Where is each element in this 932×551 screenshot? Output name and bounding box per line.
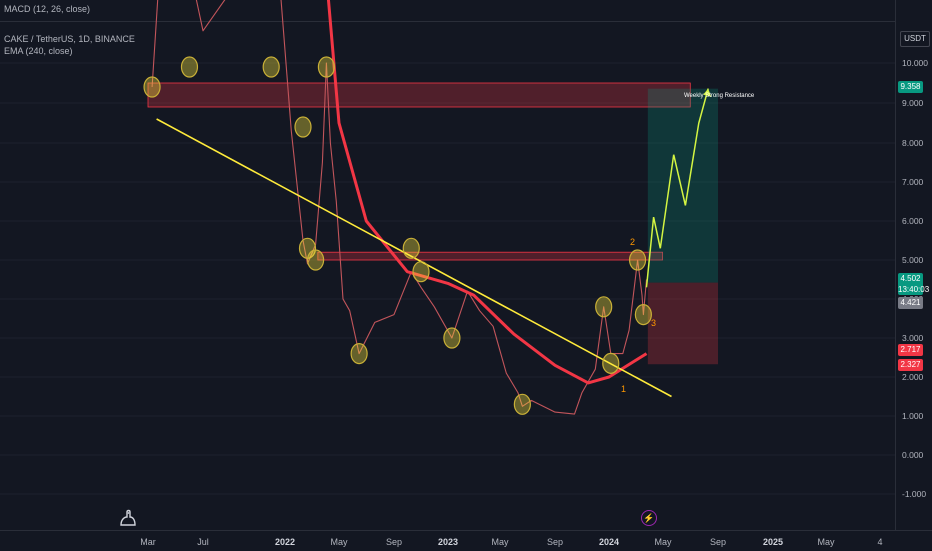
x-tick-label: Sep [546, 537, 564, 547]
price-tag-entry: 4.421 [898, 297, 923, 309]
y-tick-label: 9.000 [902, 98, 924, 108]
indicator-title-ema[interactable]: EMA (240, close) [4, 46, 73, 56]
y-tick-label: 5.000 [902, 255, 924, 265]
resistance-zone-mid [317, 251, 663, 261]
circled-point [317, 56, 335, 78]
x-tick-label: 2023 [437, 537, 459, 547]
x-tick-label: May [330, 537, 348, 547]
last-price: 4.502 [900, 274, 921, 283]
x-tick-label: Sep [385, 537, 403, 547]
circled-point [402, 237, 420, 259]
x-tick-label: Sep [709, 537, 727, 547]
symbol-title[interactable]: CAKE / TetherUS, 1D, BINANCE [4, 34, 135, 44]
circled-point [443, 327, 461, 349]
ema-240-line [326, 0, 648, 385]
currency-unit-button[interactable]: USDT [900, 31, 930, 47]
circled-point [294, 116, 312, 138]
x-tick-label: 4 [877, 537, 883, 547]
x-tick-label: 2024 [598, 537, 620, 547]
y-tick-label: 7.000 [902, 177, 924, 187]
time-axis[interactable] [0, 530, 932, 551]
y-tick-label: 10.000 [902, 58, 928, 68]
projection-arrowhead [703, 88, 712, 97]
projection-path [645, 88, 709, 288]
circled-point [262, 56, 280, 78]
circled-point [602, 352, 620, 374]
price-tag-target: 9.358 [898, 81, 923, 93]
circled-point [180, 56, 199, 78]
lightning-events-icon[interactable]: ⚡ [641, 510, 657, 526]
circled-point [628, 249, 647, 271]
wave-label-3: 3 [651, 318, 656, 328]
y-tick-label: 8.000 [902, 138, 924, 148]
x-tick-label: Mar [140, 537, 156, 547]
circled-point [307, 249, 325, 271]
bar-countdown: 13:40:03 [898, 285, 930, 294]
price-tag-stop-low: 2.327 [898, 359, 923, 371]
price-tag-last: 4.502 13:40:03 [898, 273, 930, 295]
y-tick-label: 1.000 [902, 411, 924, 421]
x-tick-label: May [817, 537, 835, 547]
tradingview-logo-icon[interactable] [118, 508, 138, 528]
price-axis[interactable] [895, 0, 932, 530]
circled-point [412, 261, 430, 283]
circled-point [350, 343, 368, 365]
x-tick-label: 2022 [274, 537, 296, 547]
x-tick-label: May [654, 537, 672, 547]
position-profit-zone [647, 88, 718, 283]
y-tick-label: -1.000 [902, 489, 927, 499]
y-tick-label: 3.000 [902, 333, 924, 343]
indicator-title-macd[interactable]: MACD (12, 26, close) [4, 4, 91, 14]
x-tick-label: May [491, 537, 509, 547]
circled-point [595, 296, 613, 318]
wave-label-1: 1 [621, 384, 626, 394]
circled-point [634, 304, 652, 326]
y-tick-label: 0.000 [902, 450, 924, 460]
circled-point [143, 76, 161, 98]
y-tick-label: 6.000 [902, 216, 924, 226]
price-tag-stop-high: 2.717 [898, 344, 923, 356]
x-tick-label: 2025 [762, 537, 784, 547]
wave-label-2: 2 [630, 237, 635, 247]
x-tick-label: Jul [197, 537, 209, 547]
circled-point [513, 393, 531, 415]
y-tick-label: 2.000 [902, 372, 924, 382]
price-series [151, 0, 648, 415]
zone-label: Weekly Strong Resistance [684, 93, 755, 99]
resistance-zone-top [147, 82, 691, 108]
position-loss-zone [647, 282, 718, 365]
